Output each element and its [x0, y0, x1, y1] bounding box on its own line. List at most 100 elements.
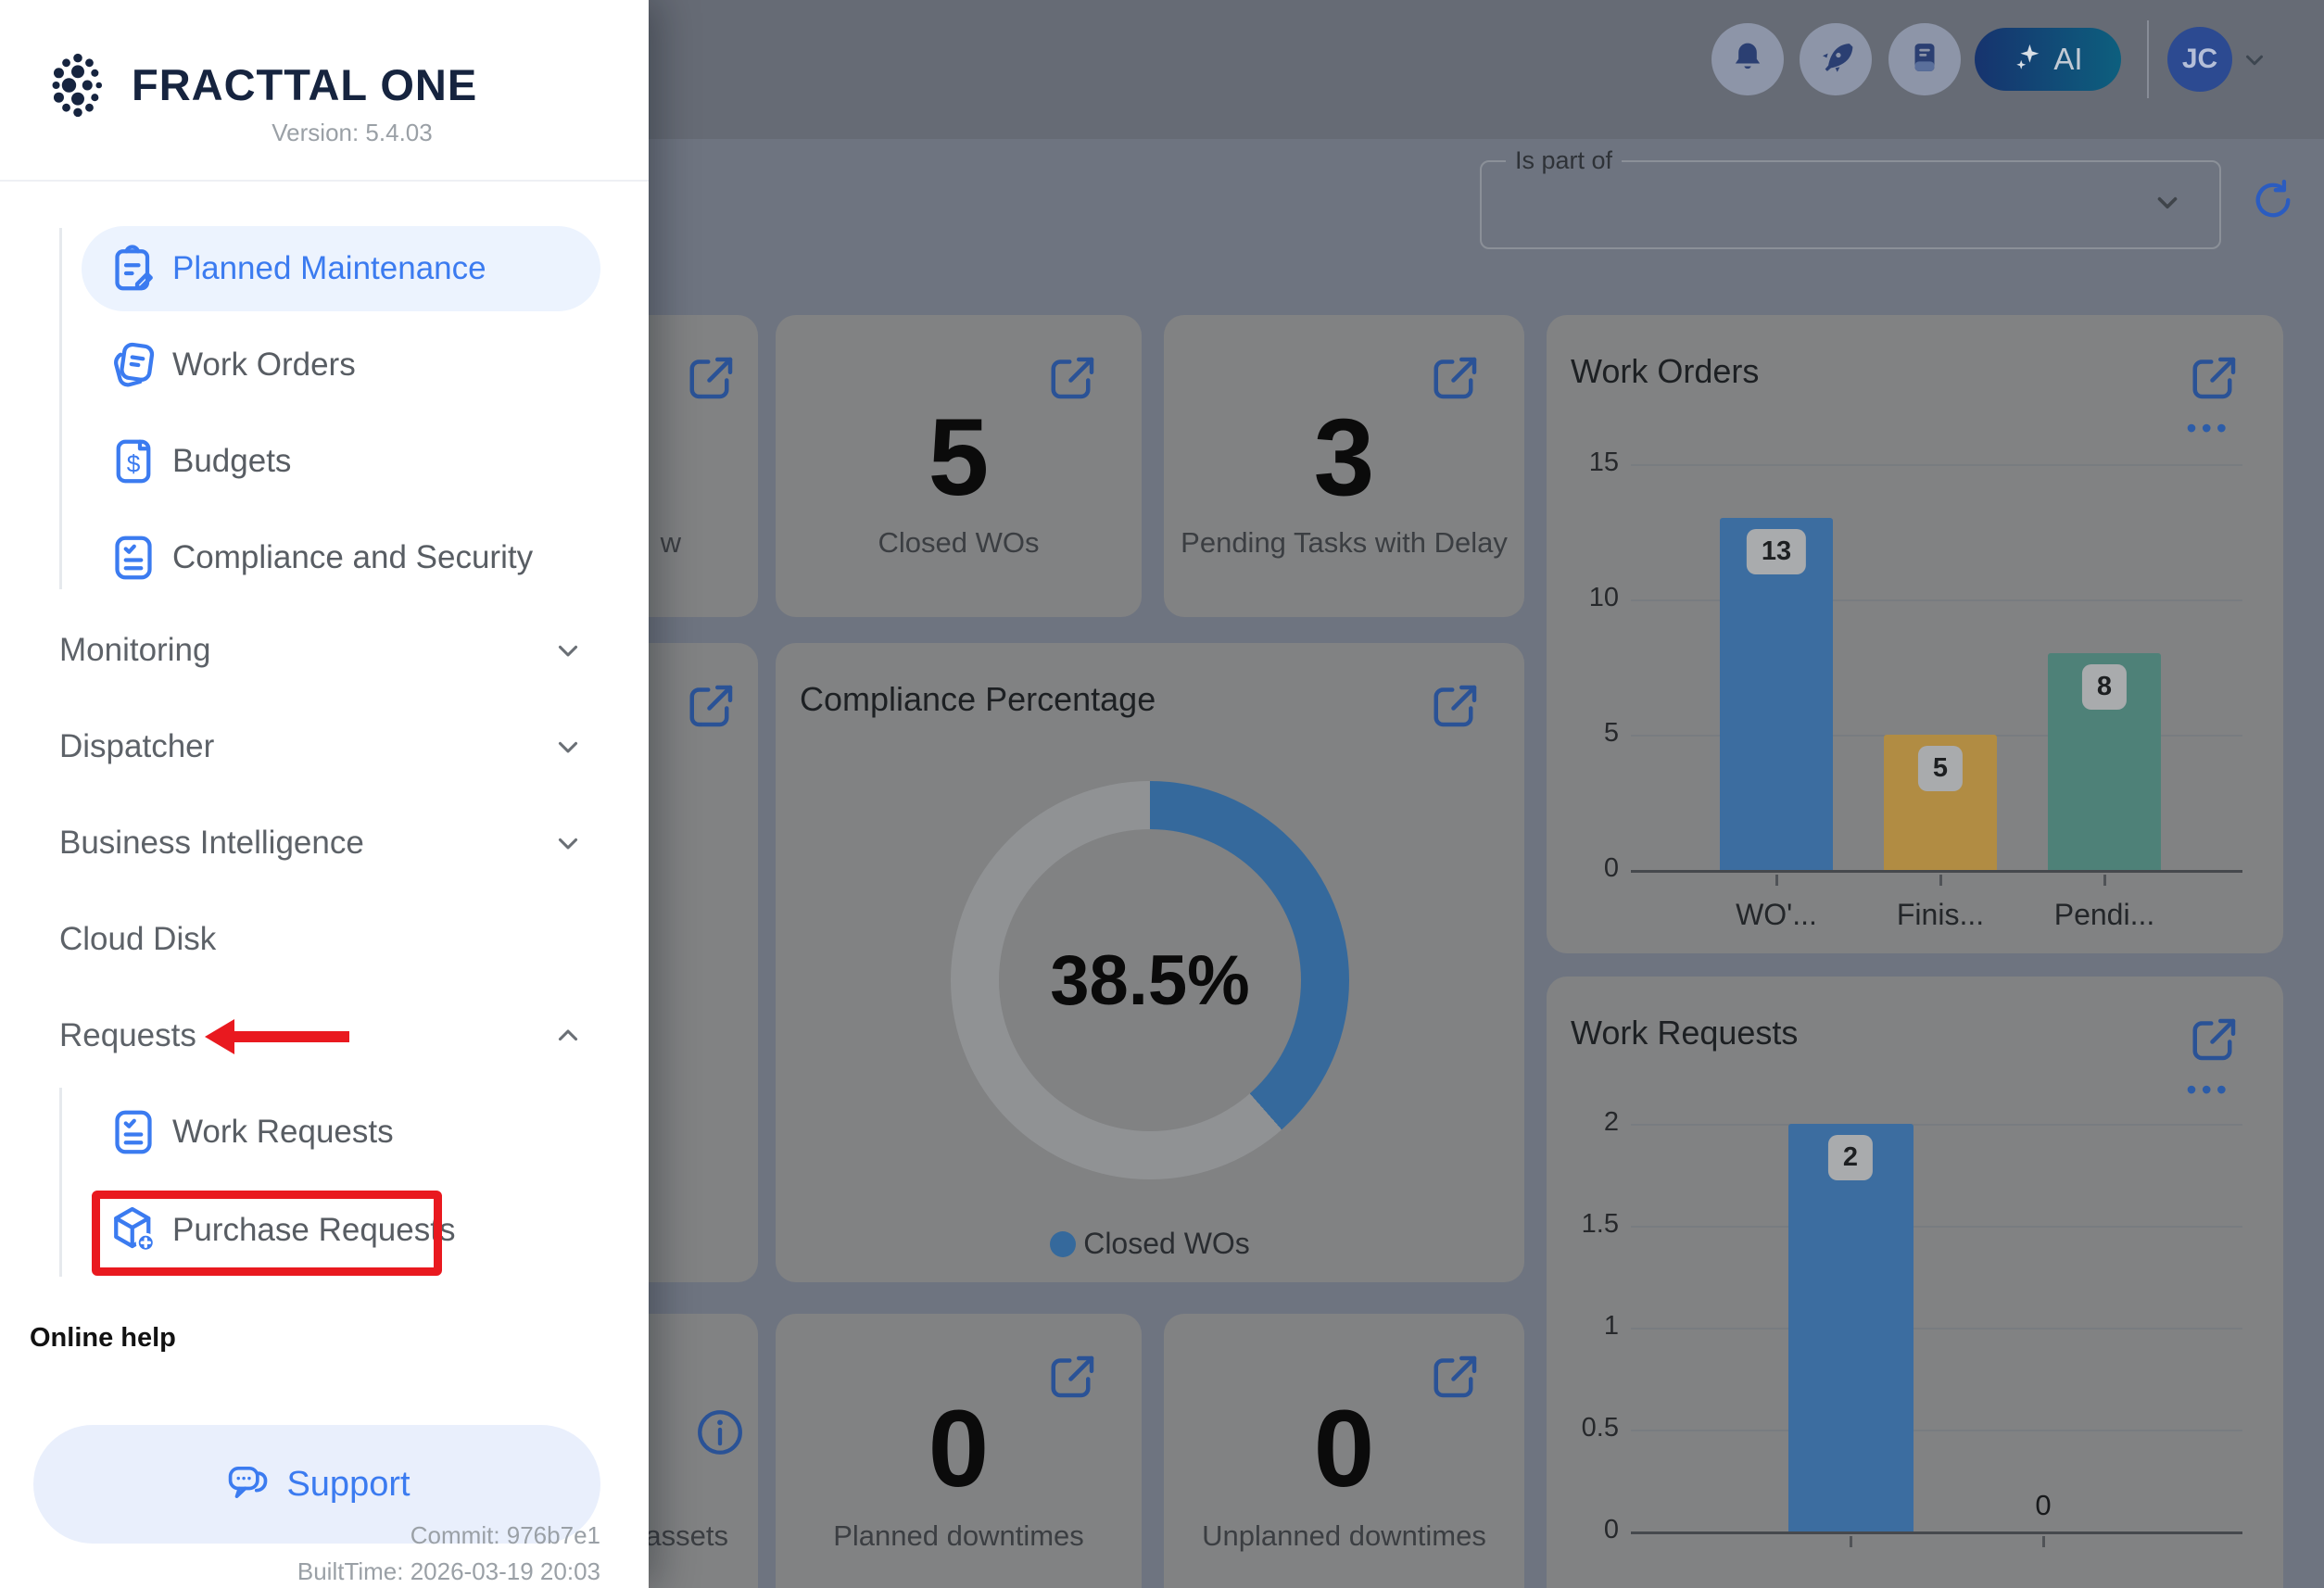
- release-notes-button[interactable]: [1888, 23, 1961, 95]
- account-chevron-down-icon[interactable]: [2241, 46, 2268, 74]
- y-tick-label: 0: [1603, 853, 1619, 883]
- sidebar-item-label: Work Orders: [172, 347, 356, 383]
- is-part-of-label: Is part of: [1506, 146, 1623, 175]
- sidebar-item-work-requests[interactable]: Work Requests: [0, 1084, 649, 1180]
- sidebar-section-monitoring[interactable]: Monitoring: [0, 602, 649, 699]
- grid-line: [1631, 1124, 2242, 1126]
- sidebar-item-label: Work Requests: [172, 1114, 394, 1150]
- external-link-icon[interactable]: [2187, 350, 2242, 406]
- work-orders-icon: [106, 337, 161, 393]
- x-category-label: Pendi...: [2053, 898, 2155, 931]
- sidebar-item-label: Compliance and Security: [172, 539, 534, 575]
- legend-dot: [1050, 1230, 1077, 1257]
- donut-hole: [999, 829, 1301, 1131]
- support-label: Support: [286, 1464, 410, 1504]
- chevron-down-icon: [552, 731, 584, 762]
- y-tick-label: 1: [1603, 1311, 1619, 1341]
- compliance-donut-chart: 38.5%: [951, 781, 1349, 1179]
- stat-card-unplanned-downtimes: 0 Unplanned downtimes: [1164, 1314, 1524, 1588]
- section-label: Cloud Disk: [59, 921, 217, 957]
- y-tick-label: 10: [1588, 583, 1619, 612]
- external-link-icon[interactable]: [1045, 350, 1101, 406]
- svg-text:$: $: [127, 449, 141, 477]
- section-label: Dispatcher: [59, 728, 215, 764]
- whats-new-button[interactable]: [1800, 23, 1872, 95]
- notifications-button[interactable]: [1711, 23, 1784, 95]
- refresh-button[interactable]: [2249, 176, 2297, 224]
- sidebar-section-requests[interactable]: Requests: [0, 988, 649, 1084]
- stat-value: 0: [928, 1388, 990, 1510]
- card-title: Compliance Percentage: [800, 680, 1156, 718]
- chart-menu-button[interactable]: •••: [2186, 411, 2231, 445]
- sidebar-section-dispatcher[interactable]: Dispatcher: [0, 699, 649, 795]
- stat-label: Pending Tasks with Delay: [1181, 526, 1508, 559]
- partial-card-label: assets: [645, 1519, 728, 1552]
- external-link-icon[interactable]: [684, 678, 739, 734]
- x-tick-mark: [2042, 1536, 2045, 1547]
- external-link-icon[interactable]: [1428, 1349, 1484, 1405]
- version-label: Version: 5.4.03: [272, 119, 433, 146]
- fracttal-logo-icon: [37, 44, 119, 126]
- sidebar-item-planned-maintenance[interactable]: Planned Maintenance: [0, 221, 649, 317]
- external-link-icon[interactable]: [1428, 678, 1484, 734]
- y-tick-label: 2: [1603, 1107, 1619, 1137]
- sidebar-item-compliance-and-security[interactable]: Compliance and Security: [0, 510, 649, 606]
- sidebar-item-work-orders[interactable]: Work Orders: [0, 317, 649, 413]
- section-label: Monitoring: [59, 632, 211, 668]
- chevron-down-icon: [552, 635, 584, 666]
- work-requests-chart-card: Work Requests ••• 0 0.5 1 1.5 2 2 0: [1547, 977, 2283, 1588]
- sparkle-icon: [2013, 42, 2044, 78]
- chevron-up-icon: [552, 1020, 584, 1052]
- sidebar-item-budgets[interactable]: $ Budgets: [0, 413, 649, 510]
- y-tick-label: 0: [1603, 1515, 1619, 1544]
- stat-label: Unplanned downtimes: [1202, 1519, 1486, 1552]
- sidebar-item-purchase-requests[interactable]: Purchase Requests: [0, 1182, 649, 1279]
- y-tick-label: 5: [1603, 718, 1619, 748]
- external-link-icon[interactable]: [1428, 350, 1484, 406]
- external-link-icon[interactable]: [2187, 1012, 2242, 1067]
- external-link-icon[interactable]: [684, 350, 739, 406]
- submenu-guide-line: [59, 1088, 62, 1277]
- sidebar-item-cloud-disk[interactable]: Cloud Disk: [0, 891, 649, 988]
- section-label: Business Intelligence: [59, 825, 364, 861]
- sidebar-item-label: Budgets: [172, 443, 292, 479]
- chevron-down-icon: [552, 827, 584, 859]
- is-part-of-select[interactable]: [1480, 160, 2221, 249]
- section-label: Requests: [59, 1017, 196, 1053]
- ai-label: AI: [2053, 42, 2083, 76]
- card-title: Work Requests: [1571, 1014, 1799, 1052]
- checklist-icon: [106, 530, 161, 586]
- annotation-highlight-box: [92, 1191, 442, 1276]
- commit-label: Commit: 976b7e1: [410, 1521, 600, 1549]
- ai-assistant-button[interactable]: AI: [1975, 28, 2121, 91]
- avatar[interactable]: JC: [2167, 27, 2232, 92]
- grid-line: [1631, 1430, 2242, 1431]
- bar-value-badge: 2: [1827, 1135, 1874, 1180]
- refresh-icon: [2249, 179, 2297, 228]
- support-button[interactable]: Support: [33, 1425, 600, 1544]
- info-icon[interactable]: [693, 1405, 747, 1459]
- x-axis-line: [1631, 870, 2242, 873]
- rocket-icon: [1816, 38, 1855, 82]
- sidebar-section-business-intelligence[interactable]: Business Intelligence: [0, 795, 649, 891]
- topbar-divider: [2147, 20, 2149, 98]
- compliance-percentage-card: Compliance Percentage 38.5% Closed WOs: [776, 643, 1524, 1282]
- external-link-icon[interactable]: [1045, 1349, 1101, 1405]
- donut-percentage: 38.5%: [1050, 940, 1250, 1020]
- chart-menu-button[interactable]: •••: [2186, 1073, 2231, 1106]
- annotation-arrow-shaft: [227, 1031, 349, 1042]
- chart-legend: Closed WOs: [776, 1227, 1524, 1261]
- bell-icon: [1728, 38, 1767, 82]
- grid-line: [1631, 1328, 2242, 1330]
- stat-label: Closed WOs: [878, 526, 1040, 559]
- built-time-label: BuiltTime: 2026-03-19 20:03: [297, 1557, 600, 1585]
- grid-line: [1631, 464, 2242, 466]
- y-tick-label: 0.5: [1581, 1413, 1619, 1443]
- avatar-initials: JC: [2181, 44, 2218, 74]
- bar-value-badge: 13: [1746, 529, 1807, 575]
- bar-work_requests-0: [1787, 1124, 1914, 1531]
- online-help-label: Online help: [30, 1323, 176, 1353]
- select-chevron-down-icon[interactable]: [2152, 187, 2183, 219]
- stat-card-closed-wos: 5 Closed WOs: [776, 315, 1142, 617]
